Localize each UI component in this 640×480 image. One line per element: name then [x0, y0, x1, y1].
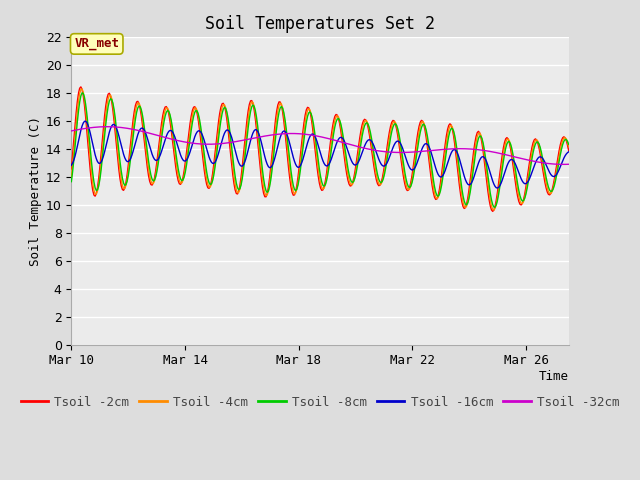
- Y-axis label: Soil Temperature (C): Soil Temperature (C): [29, 116, 42, 266]
- X-axis label: Time: Time: [539, 370, 568, 383]
- Legend: Tsoil -2cm, Tsoil -4cm, Tsoil -8cm, Tsoil -16cm, Tsoil -32cm: Tsoil -2cm, Tsoil -4cm, Tsoil -8cm, Tsoi…: [15, 391, 625, 414]
- Title: Soil Temperatures Set 2: Soil Temperatures Set 2: [205, 15, 435, 33]
- Text: VR_met: VR_met: [74, 37, 119, 50]
